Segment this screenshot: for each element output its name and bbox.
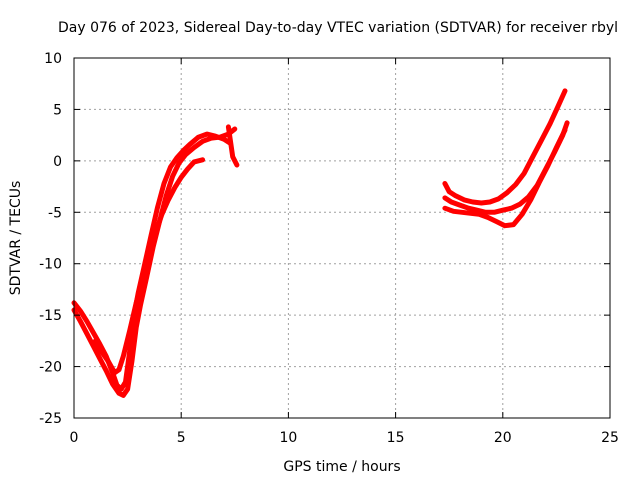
y-tick-label: -10 — [39, 257, 62, 273]
y-tick-label: 10 — [44, 51, 62, 67]
x-tick-label: 15 — [387, 430, 405, 446]
plot-frame — [73, 57, 611, 419]
series-track-d — [225, 124, 240, 168]
series-track-g — [442, 127, 568, 229]
y-axis-label: SDTVAR / TECUs — [8, 181, 24, 296]
x-tick-label: 20 — [494, 430, 512, 446]
y-tick-label: 0 — [53, 154, 62, 170]
x-axis-label: GPS time / hours — [283, 459, 400, 475]
data-series-group — [71, 88, 570, 398]
y-tick-label: -15 — [39, 308, 62, 324]
x-tick-label: 0 — [70, 430, 79, 446]
y-tick-label: -25 — [39, 411, 62, 427]
chart-title: Day 076 of 2023, Sidereal Day-to-day VTE… — [58, 20, 618, 36]
x-tick-label: 5 — [177, 430, 186, 446]
x-tick-label: 25 — [601, 430, 619, 446]
series-track-e — [442, 88, 568, 206]
y-tick-label: -20 — [39, 360, 62, 376]
y-tick-label: -5 — [48, 205, 62, 221]
axis-ticks: 0 5 10 15 20 25 -25 -20 -15 -10 -5 0 5 10 — [39, 51, 619, 446]
y-tick-label: 5 — [53, 102, 62, 118]
series-track-c — [92, 157, 206, 376]
x-tick-label: 10 — [279, 430, 297, 446]
series-track-b — [71, 126, 238, 398]
